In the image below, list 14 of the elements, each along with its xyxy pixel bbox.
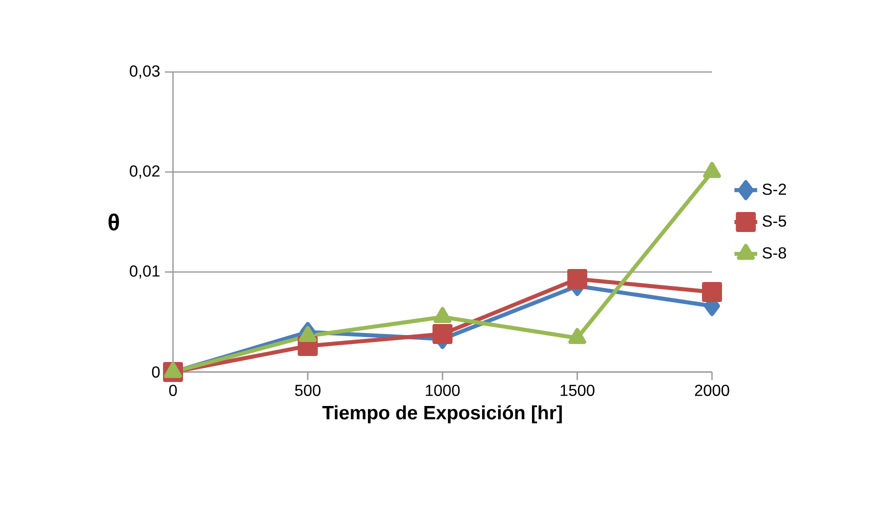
- y-tick-label: 0,01: [130, 265, 160, 279]
- legend-label: S-2: [762, 184, 786, 195]
- x-axis-title: Tiempo de Exposición [hr]: [322, 405, 562, 424]
- x-tick-label: 1000: [426, 384, 460, 396]
- y-tick-label: 0,03: [130, 65, 160, 79]
- x-tick-label: 500: [295, 384, 320, 396]
- x-tick-label: 1500: [560, 384, 594, 396]
- x-tick-label: 0: [169, 384, 177, 396]
- legend-label: S-5: [762, 215, 786, 227]
- y-tick-label: 0: [152, 366, 160, 378]
- x-tick-label: 2000: [695, 384, 730, 396]
- y-axis-title: θ: [108, 214, 119, 230]
- y-tick-label: 0,02: [130, 165, 160, 179]
- legend-label: S-8: [762, 247, 786, 259]
